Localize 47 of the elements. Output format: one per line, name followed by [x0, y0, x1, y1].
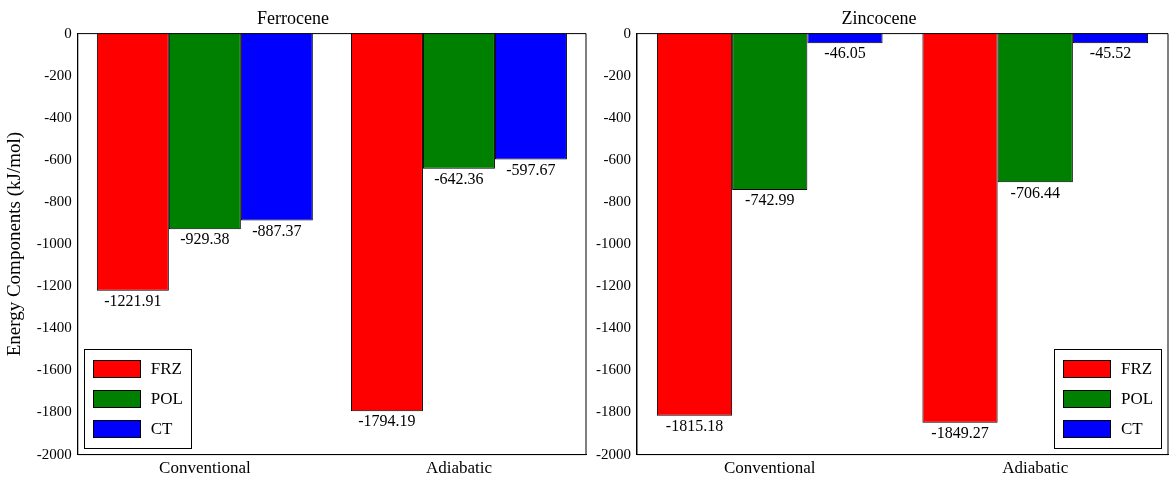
y-tick-label: -2000	[36, 445, 72, 462]
y-tick-label: -1800	[36, 403, 72, 420]
y-tick-label: -1000	[596, 235, 631, 252]
chart-title: Zincocene	[841, 7, 917, 28]
y-tick-label: -1000	[36, 235, 72, 252]
data-label: -742.99	[745, 191, 795, 209]
data-label: -1794.19	[358, 412, 416, 430]
y-tick-label: -1400	[596, 319, 631, 336]
legend-label: POL	[150, 388, 183, 409]
data-label: -1815.18	[665, 416, 724, 434]
y-tick-label: -800	[44, 192, 72, 209]
data-label: -887.37	[252, 221, 302, 239]
y-tick-label: -600	[603, 150, 631, 167]
y-tick-label: -400	[44, 108, 72, 125]
data-label: -45.52	[1089, 44, 1132, 62]
x-tick-label: Adiabatic	[425, 458, 493, 478]
legend-label: CT	[150, 418, 173, 439]
legend-label: FRZ	[1121, 358, 1153, 379]
data-label: -1221.91	[104, 292, 162, 310]
y-tick-label: -1200	[596, 277, 631, 294]
y-tick-label: -200	[603, 66, 631, 83]
y-tick-label: 0	[623, 24, 631, 41]
y-tick-label: -1800	[596, 403, 631, 420]
y-tick-label: -600	[44, 150, 72, 167]
y-tick-label: -1400	[36, 319, 72, 336]
data-label: -597.67	[506, 160, 556, 178]
y-tick-label: -200	[44, 66, 72, 83]
data-label: -929.38	[180, 230, 230, 248]
y-tick-label: -1600	[36, 361, 72, 378]
legend-label: POL	[1121, 388, 1154, 409]
y-tick-label: -1200	[36, 277, 72, 294]
data-label: -46.05	[824, 44, 866, 62]
legend-label: FRZ	[150, 358, 182, 379]
x-tick-label: Conventional	[159, 458, 251, 478]
y-axis-title: Energy Components (kJ/mol)	[3, 131, 26, 357]
legend-label: CT	[1121, 418, 1143, 439]
x-tick-label: Conventional	[723, 458, 816, 478]
y-tick-label: -1600	[596, 361, 631, 378]
y-tick-label: -800	[603, 192, 631, 209]
data-label: -1849.27	[931, 424, 989, 442]
y-tick-label: 0	[64, 24, 72, 41]
y-tick-label: -2000	[596, 445, 631, 462]
data-label: -642.36	[434, 170, 484, 188]
data-label: -706.44	[1010, 183, 1060, 201]
x-tick-label: Adiabatic	[1002, 458, 1069, 478]
chart-title: Ferrocene	[257, 7, 329, 28]
y-tick-label: -400	[603, 108, 631, 125]
